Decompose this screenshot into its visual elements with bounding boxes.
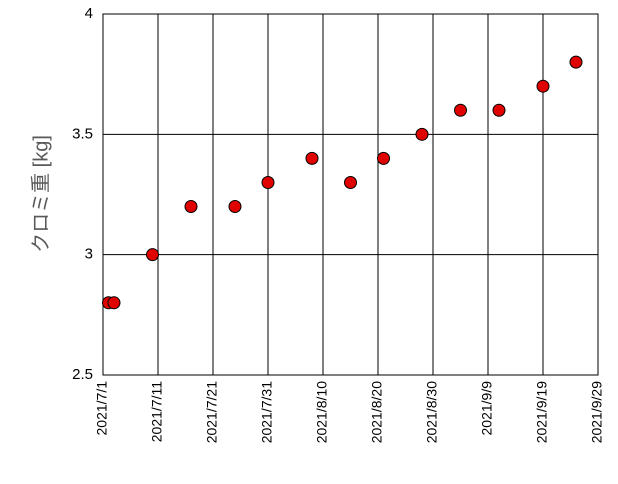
x-tick-label: 2021/8/30: [424, 381, 440, 443]
point: [415, 127, 429, 141]
x-tick-label: 2021/9/19: [534, 381, 550, 443]
plot-border: [102, 13, 599, 376]
point: [492, 103, 506, 117]
y-tick-label: 4: [85, 5, 93, 22]
point: [107, 296, 121, 310]
x-tick-label: 2021/7/21: [204, 381, 220, 443]
x-tick-label: 2021/9/9: [479, 381, 495, 436]
y-axis-label: クロミ重 [kg]: [29, 135, 52, 253]
x-tick-label: 2021/7/31: [259, 381, 275, 443]
y-tick-label: 3: [85, 246, 93, 263]
x-tick-label: 2021/8/20: [369, 381, 385, 443]
y-tick-label: 2.5: [72, 366, 93, 383]
x-tick-label: 2021/7/1: [94, 381, 110, 436]
x-tick-label: 2021/8/10: [314, 381, 330, 443]
point: [184, 200, 198, 214]
y-tick-label: 3.5: [72, 125, 93, 142]
point: [536, 79, 550, 93]
point: [228, 200, 242, 214]
x-tick-label: 2021/9/29: [589, 381, 605, 443]
point: [344, 175, 357, 189]
x-tick-label: 2021/7/11: [149, 381, 165, 442]
point: [454, 103, 467, 117]
point: [261, 175, 275, 189]
point: [569, 55, 583, 69]
point: [146, 248, 159, 262]
point: [305, 151, 319, 165]
point: [377, 151, 390, 165]
